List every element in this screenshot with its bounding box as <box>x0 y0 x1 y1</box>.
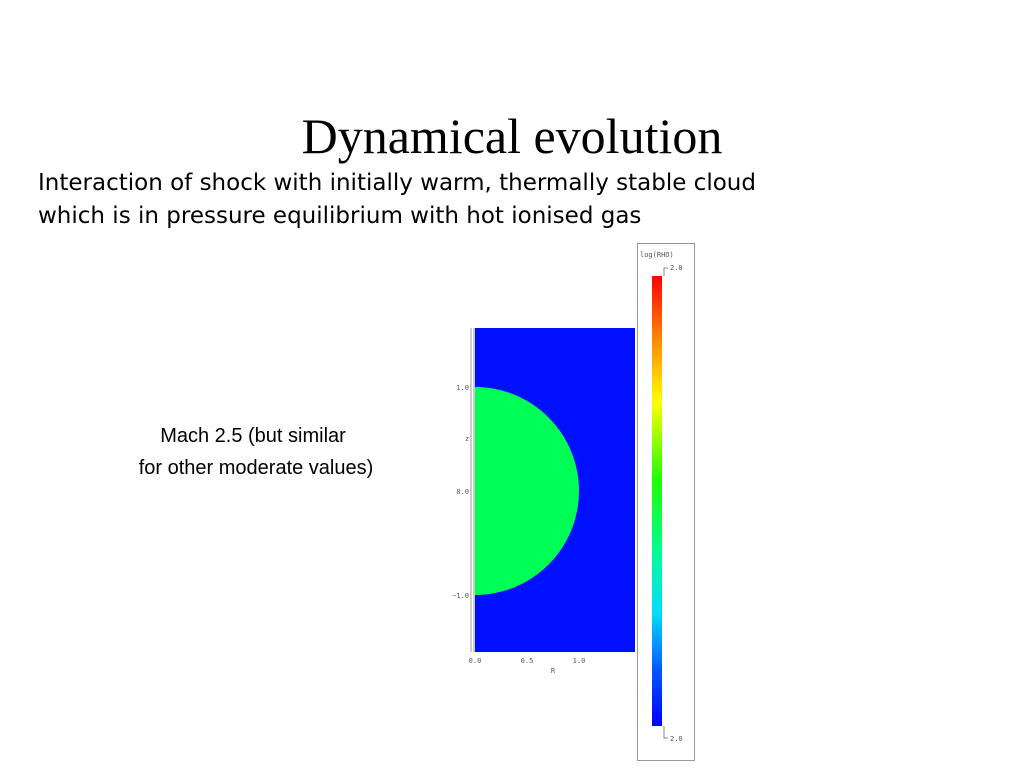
slide-title: Dynamical evolution <box>302 108 723 164</box>
x-axis-label: R <box>551 667 556 675</box>
x-tick-label: 1.0 <box>573 657 586 665</box>
y-tick-label: 1.0 <box>456 384 469 392</box>
body-line: which is in pressure equilibrium with ho… <box>38 203 641 229</box>
colorbar-ticks <box>663 267 668 739</box>
y-axis-label: z <box>465 435 469 443</box>
simulation-plot: 1.0 0.0 −1.0 z 0.0 0.5 1.0 R <box>452 328 635 675</box>
body-line: Interaction of shock with initially warm… <box>38 170 756 196</box>
x-tick-label: 0.0 <box>469 657 482 665</box>
x-tick-label: 0.5 <box>521 657 534 665</box>
y-tick-label: −1.0 <box>452 592 469 600</box>
colorbar-scale <box>652 276 662 726</box>
colorbar-label: log(RHO) <box>640 251 674 259</box>
colorbar-frame <box>637 243 695 761</box>
caption-line: for other moderate values) <box>139 457 374 479</box>
y-tick-label: 0.0 <box>456 488 469 496</box>
caption-line: Mach 2.5 (but similar <box>160 425 346 447</box>
cloud <box>475 387 579 595</box>
colorbar-tick-label: 2.0 <box>670 735 683 743</box>
colorbar: log(RHO) 2.0 2.0 <box>637 243 695 761</box>
colorbar-tick-label: 2.0 <box>670 264 683 272</box>
